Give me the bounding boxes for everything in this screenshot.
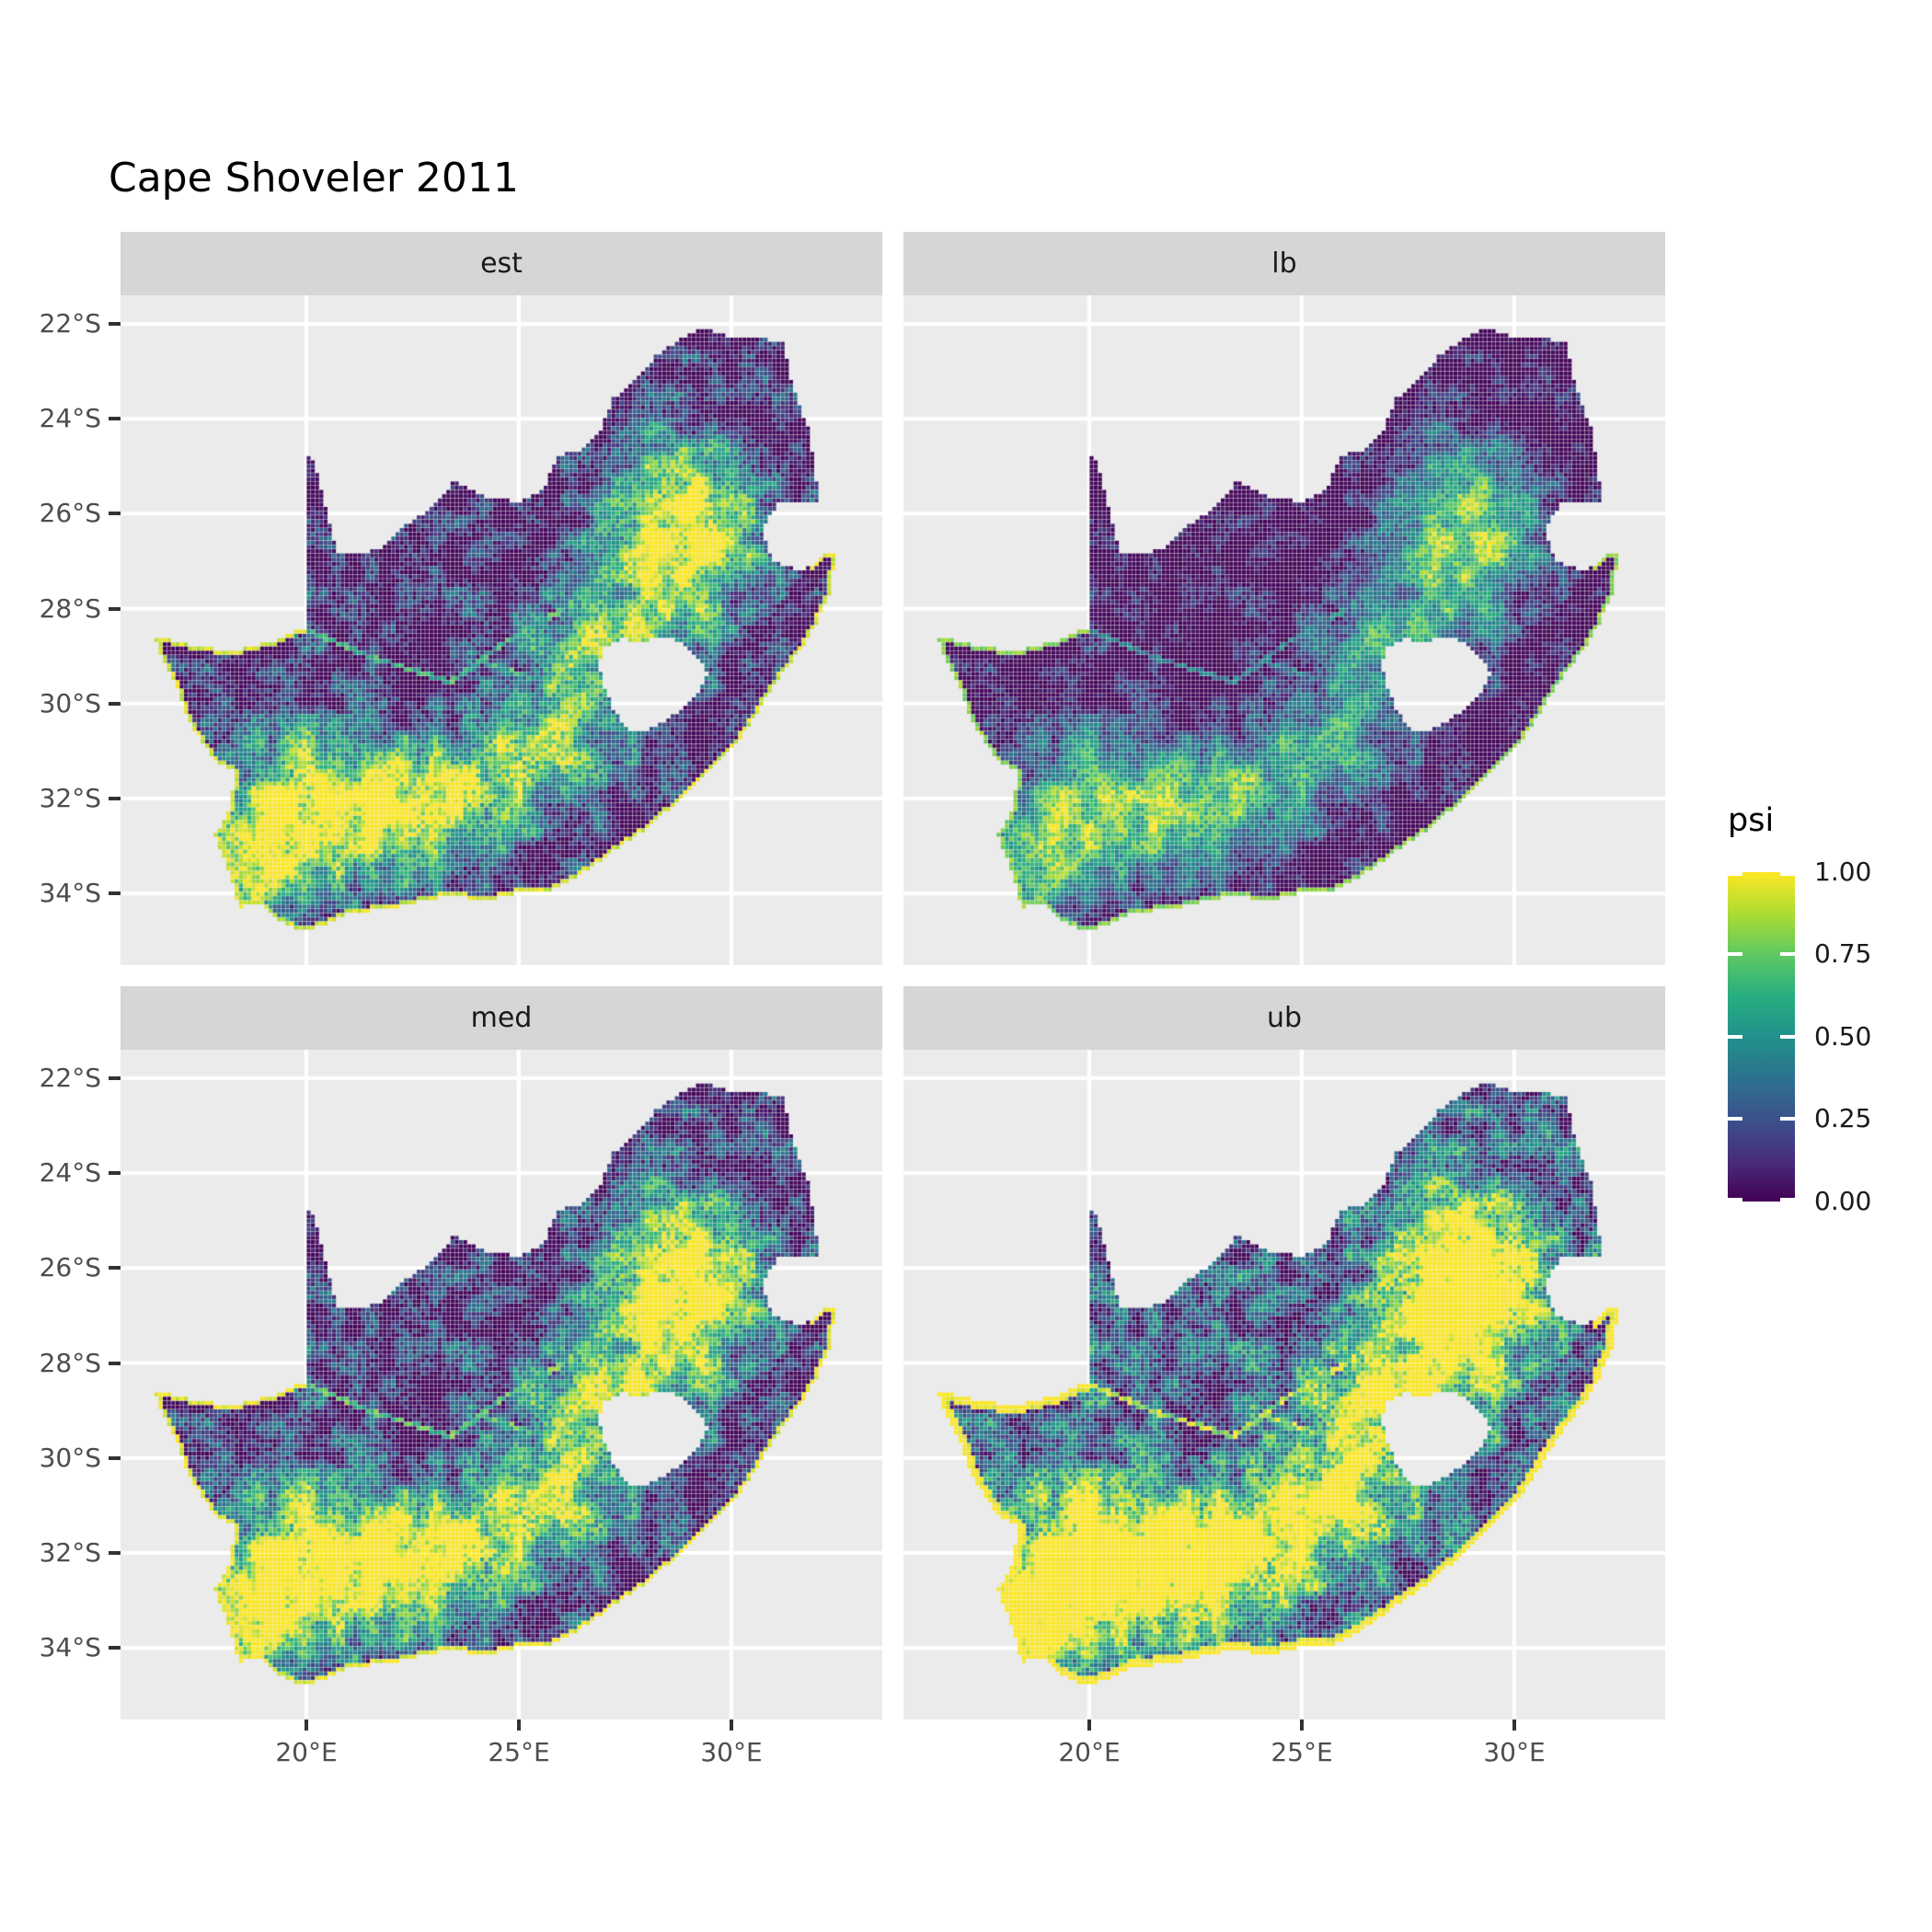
colorbar-tick — [1780, 952, 1795, 956]
x-tick-mark — [1087, 1719, 1091, 1731]
x-tick-mark — [1512, 1719, 1516, 1731]
y-tick-mark — [109, 891, 121, 895]
y-axis-label: 28°S — [39, 1348, 101, 1378]
x-axis-label: 25°E — [488, 1737, 550, 1767]
legend-title: psi — [1728, 802, 1775, 839]
y-tick-mark — [109, 702, 121, 706]
y-axis-label: 24°S — [39, 403, 101, 433]
facet-strip-label: est — [480, 247, 523, 280]
colorbar-tick — [1780, 1035, 1795, 1039]
facet-strip-label: med — [470, 1002, 533, 1034]
y-axis-label: 22°S — [39, 308, 101, 339]
x-axis-label: 20°E — [275, 1737, 338, 1767]
x-axis-label: 20°E — [1058, 1737, 1121, 1767]
y-tick-mark — [109, 417, 121, 420]
y-axis-label: 24°S — [39, 1157, 101, 1188]
x-axis-label: 30°E — [700, 1737, 763, 1767]
legend-label: 0.25 — [1814, 1103, 1872, 1133]
y-axis-label: 26°S — [39, 1252, 101, 1282]
map-panel-lb — [903, 295, 1665, 965]
colorbar-tick — [1728, 1035, 1742, 1039]
legend-label: 0.00 — [1814, 1186, 1872, 1216]
legend-label: 0.75 — [1814, 938, 1872, 969]
map-panel-est — [121, 295, 882, 965]
y-tick-mark — [109, 1551, 121, 1555]
facet-strip-label: lb — [1271, 247, 1297, 280]
y-axis-label: 30°S — [39, 688, 101, 719]
y-tick-mark — [109, 607, 121, 611]
plot-title: Cape Shoveler 2011 — [109, 155, 519, 201]
facet-strip-med: med — [121, 986, 882, 1050]
colorbar-tick — [1728, 1198, 1742, 1202]
x-axis-label: 30°E — [1483, 1737, 1546, 1767]
x-tick-mark — [517, 1719, 521, 1731]
y-tick-mark — [109, 797, 121, 800]
y-axis-label: 22°S — [39, 1063, 101, 1093]
y-tick-mark — [109, 1171, 121, 1175]
y-axis-label: 26°S — [39, 498, 101, 528]
legend-label: 1.00 — [1814, 857, 1872, 887]
colorbar-tick — [1728, 1117, 1742, 1121]
y-axis-label: 32°S — [39, 783, 101, 813]
legend-colorbar — [1728, 872, 1795, 1202]
x-tick-mark — [1300, 1719, 1304, 1731]
y-axis-label: 30°S — [39, 1443, 101, 1473]
y-tick-mark — [109, 512, 121, 515]
y-axis-label: 34°S — [39, 1632, 101, 1662]
colorbar-tick — [1728, 872, 1742, 876]
y-tick-mark — [109, 1646, 121, 1650]
map-panel-med — [121, 1050, 882, 1719]
y-tick-mark — [109, 322, 121, 326]
y-tick-mark — [109, 1456, 121, 1460]
facet-strip-lb: lb — [903, 232, 1665, 295]
y-tick-mark — [109, 1362, 121, 1365]
map-panel-ub — [903, 1050, 1665, 1719]
y-axis-label: 28°S — [39, 593, 101, 624]
colorbar-tick — [1780, 1117, 1795, 1121]
y-tick-mark — [109, 1266, 121, 1270]
facet-strip-label: ub — [1266, 1002, 1303, 1034]
legend-label: 0.50 — [1814, 1021, 1872, 1052]
facet-strip-ub: ub — [903, 986, 1665, 1050]
colorbar-tick — [1728, 952, 1742, 956]
facet-strip-est: est — [121, 232, 882, 295]
x-tick-mark — [730, 1719, 733, 1731]
x-axis-label: 25°E — [1271, 1737, 1333, 1767]
colorbar-tick — [1780, 872, 1795, 876]
colorbar-tick — [1780, 1198, 1795, 1202]
y-axis-label: 32°S — [39, 1537, 101, 1568]
x-tick-mark — [305, 1719, 308, 1731]
y-axis-label: 34°S — [39, 878, 101, 908]
y-tick-mark — [109, 1076, 121, 1080]
